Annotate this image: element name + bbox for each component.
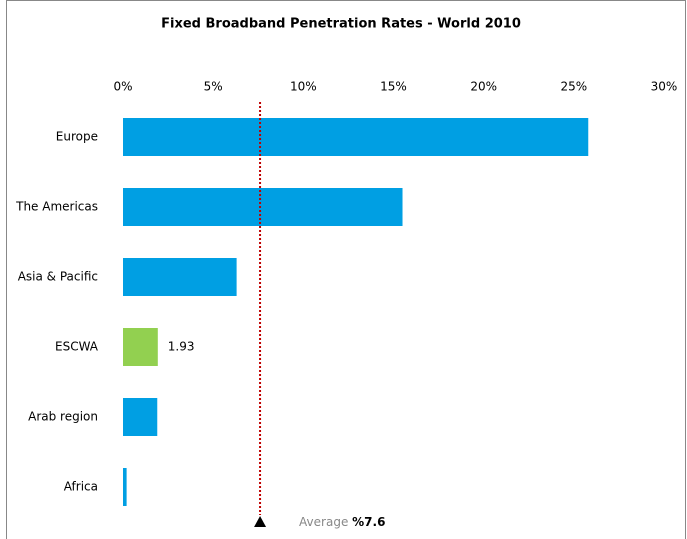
x-tick-label: 30% xyxy=(651,80,678,94)
bar xyxy=(123,468,127,506)
x-tick-label: 15% xyxy=(380,80,407,94)
bar xyxy=(123,188,403,226)
average-value: %7.6 xyxy=(352,515,385,529)
data-label: 1.93 xyxy=(168,340,195,354)
frame xyxy=(6,0,686,539)
bar xyxy=(123,258,237,296)
y-tick-label: Arab region xyxy=(28,410,98,424)
chart-title: Fixed Broadband Penetration Rates - Worl… xyxy=(161,17,521,32)
bar xyxy=(123,328,158,366)
y-tick-label: The Americas xyxy=(15,200,98,214)
y-tick-label: Asia & Pacific xyxy=(18,270,98,284)
x-tick-label: 0% xyxy=(113,80,132,94)
x-tick-label: 25% xyxy=(560,80,587,94)
average-text: Average xyxy=(299,515,348,529)
average-marker xyxy=(254,516,267,527)
x-tick-label: 20% xyxy=(470,80,497,94)
x-tick-label: 5% xyxy=(204,80,223,94)
y-tick-label: ESCWA xyxy=(55,340,99,354)
x-tick-label: 10% xyxy=(290,80,317,94)
bar xyxy=(123,398,158,436)
average-annotation: Average %7.6 xyxy=(299,515,385,529)
y-tick-label: Europe xyxy=(56,130,98,144)
y-tick-label: Africa xyxy=(64,480,98,494)
bar xyxy=(123,118,589,156)
